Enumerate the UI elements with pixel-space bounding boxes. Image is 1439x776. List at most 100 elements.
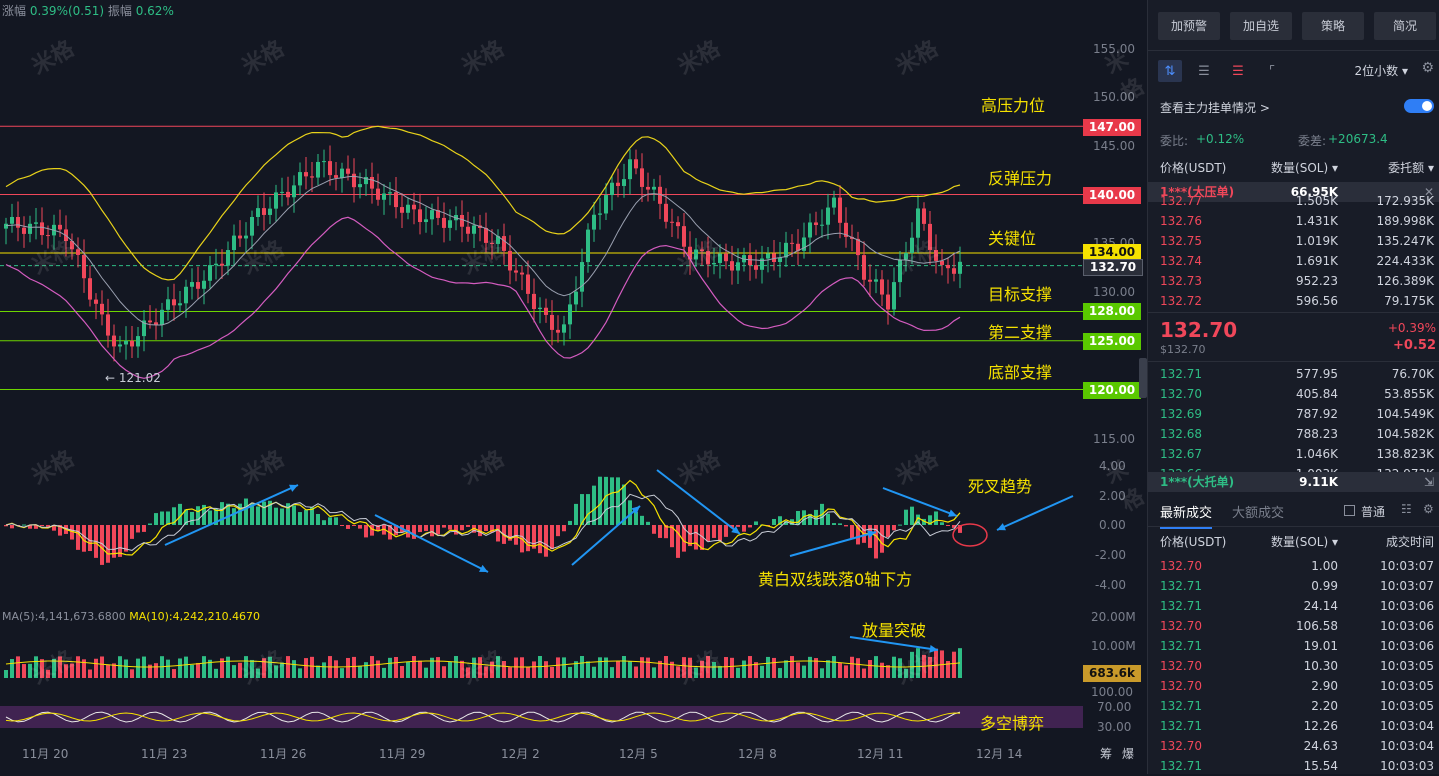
collapse-icon[interactable]: ⇲ bbox=[1423, 475, 1434, 489]
ask-row[interactable]: 132.75 1.019K 135.247K bbox=[1148, 231, 1439, 251]
trade-price: 132.71 bbox=[1160, 759, 1202, 773]
bids-view-icon[interactable]: ☰ bbox=[1198, 63, 1210, 79]
volume-bar bbox=[70, 663, 74, 678]
normal-checkbox[interactable]: 普通 bbox=[1344, 503, 1385, 520]
chip-button[interactable]: 筹 bbox=[1100, 747, 1113, 761]
macd-bar bbox=[736, 525, 740, 527]
macd-bar bbox=[880, 525, 884, 553]
volume-bar bbox=[910, 651, 914, 678]
trade-row: 132.71 24.14 10:03:06 bbox=[1148, 596, 1439, 616]
ob-total-header[interactable]: 委托额 ▾ bbox=[1388, 161, 1434, 175]
macd-bar bbox=[856, 525, 860, 545]
volume-bar bbox=[916, 648, 920, 678]
candle-body bbox=[736, 262, 740, 271]
strategy-button[interactable]: 策略 bbox=[1302, 12, 1364, 40]
candle-body bbox=[142, 320, 146, 337]
bid-row[interactable]: 132.69 787.92 104.549K bbox=[1148, 404, 1439, 424]
bid-price: 132.70 bbox=[1160, 387, 1202, 401]
macd-dea-line bbox=[5, 479, 961, 556]
candle-body bbox=[394, 192, 398, 208]
bid-row[interactable]: 132.68 788.23 104.582K bbox=[1148, 424, 1439, 444]
macd-bar bbox=[220, 502, 224, 525]
candlestick-chart[interactable] bbox=[0, 0, 1144, 774]
panel-collapse-handle[interactable] bbox=[1139, 358, 1147, 398]
volume-bar bbox=[472, 657, 476, 678]
bid-row[interactable]: 132.71 577.95 76.70K bbox=[1148, 364, 1439, 384]
depth-view-icon[interactable]: ⌜ bbox=[1268, 63, 1276, 79]
volume-bar bbox=[310, 656, 314, 678]
osc-line-2 bbox=[5, 712, 961, 722]
both-sides-view-icon[interactable]: ⇅ bbox=[1158, 60, 1182, 82]
main-force-link[interactable]: 查看主力挂单情况 > bbox=[1160, 101, 1270, 115]
macd-bar bbox=[40, 525, 44, 526]
volume-bar bbox=[736, 667, 740, 678]
ask-price: 132.73 bbox=[1160, 274, 1202, 288]
checkbox-box[interactable] bbox=[1344, 505, 1355, 516]
candle-body bbox=[916, 208, 920, 238]
trade-price: 132.71 bbox=[1160, 579, 1202, 593]
macd-bar bbox=[4, 525, 8, 527]
macd-bar bbox=[490, 525, 494, 533]
explode-button[interactable]: 爆 bbox=[1122, 747, 1135, 761]
settings-icon[interactable]: ⚙ bbox=[1423, 502, 1434, 516]
candle-body bbox=[262, 208, 266, 215]
orderbook-view-icons: ⇅ ☰ ☰ ⌜ bbox=[1158, 60, 1284, 82]
trade-qty-header[interactable]: 数量(SOL) ▾ bbox=[1271, 535, 1338, 549]
macd-bar bbox=[784, 521, 788, 525]
big-bid-label: 1***(大托单) bbox=[1160, 475, 1235, 489]
main-force-toggle[interactable] bbox=[1404, 99, 1434, 113]
ask-row[interactable]: 132.73 952.23 126.389K bbox=[1148, 271, 1439, 291]
trade-qty: 10.30 bbox=[1303, 659, 1338, 673]
candle-body bbox=[910, 237, 914, 254]
macd-bar bbox=[196, 506, 200, 525]
candle-body bbox=[652, 186, 656, 190]
volume-bar bbox=[748, 656, 752, 678]
bid-row[interactable]: 132.67 1.046K 138.823K bbox=[1148, 444, 1439, 464]
macd-bar bbox=[88, 525, 92, 552]
volume-bar bbox=[232, 665, 236, 678]
tab-latest-trades[interactable]: 最新成交 bbox=[1160, 502, 1213, 529]
gear-icon[interactable]: ⚙ bbox=[1421, 60, 1434, 76]
candle-body bbox=[100, 303, 104, 315]
trade-price-header: 价格(USDT) bbox=[1160, 535, 1227, 549]
ask-row[interactable]: 132.74 1.691K 224.433K bbox=[1148, 251, 1439, 271]
macd-bar bbox=[910, 506, 914, 525]
price-tag-128: 128.00 bbox=[1083, 303, 1141, 320]
candle-body bbox=[562, 324, 566, 333]
chart-area[interactable]: 涨幅 0.39%(0.51) 振幅 0.62% 155.00 150.00 14… bbox=[0, 0, 1149, 774]
overview-button[interactable]: 简况 bbox=[1374, 12, 1436, 40]
ask-row[interactable]: 132.72 596.56 79.175K bbox=[1148, 291, 1439, 311]
candle-body bbox=[94, 299, 98, 304]
candle-body bbox=[208, 265, 212, 281]
ask-row[interactable]: 132.77 1.505K 172.935K bbox=[1148, 191, 1439, 211]
volume-bar bbox=[694, 667, 698, 678]
macd-bar bbox=[586, 494, 590, 525]
add-alert-button[interactable]: 加预警 bbox=[1158, 12, 1220, 40]
bid-row[interactable]: 132.70 405.84 53.855K bbox=[1148, 384, 1439, 404]
anno-high-pressure: 高压力位 bbox=[981, 96, 1046, 115]
ob-qty-header[interactable]: 数量(SOL) ▾ bbox=[1271, 161, 1338, 175]
macd-bar bbox=[412, 525, 416, 539]
decimals-select[interactable]: 2位小数 ▾ bbox=[1354, 64, 1408, 78]
macd-bar bbox=[712, 525, 716, 538]
ask-total: 189.998K bbox=[1376, 214, 1435, 228]
volume-bar bbox=[286, 656, 290, 678]
volume-bar bbox=[616, 661, 620, 678]
close-icon[interactable]: ✕ bbox=[1423, 185, 1434, 199]
filter-icon[interactable]: ☷ bbox=[1401, 502, 1412, 516]
candle-body bbox=[280, 191, 284, 193]
tab-large-trades[interactable]: 大额成交 bbox=[1232, 506, 1285, 521]
volume-bar bbox=[346, 657, 350, 678]
add-watchlist-button[interactable]: 加自选 bbox=[1230, 12, 1292, 40]
asks-view-icon[interactable]: ☰ bbox=[1232, 63, 1244, 79]
big-bid-row[interactable]: 1***(大托单) 9.11K ⇲ bbox=[1148, 472, 1439, 492]
volume-bar bbox=[64, 664, 68, 678]
volume-tag: 683.6k bbox=[1083, 665, 1141, 682]
volume-bar bbox=[376, 660, 380, 678]
big-ask-row[interactable]: 1***(大压单) 66.95K ✕ bbox=[1148, 182, 1439, 202]
price-axis-label: 155.00 bbox=[1093, 42, 1135, 56]
trade-qty: 19.01 bbox=[1303, 639, 1338, 653]
ask-row[interactable]: 132.76 1.431K 189.998K bbox=[1148, 211, 1439, 231]
trade-time: 10:03:05 bbox=[1380, 679, 1434, 693]
macd-bar bbox=[484, 525, 488, 531]
